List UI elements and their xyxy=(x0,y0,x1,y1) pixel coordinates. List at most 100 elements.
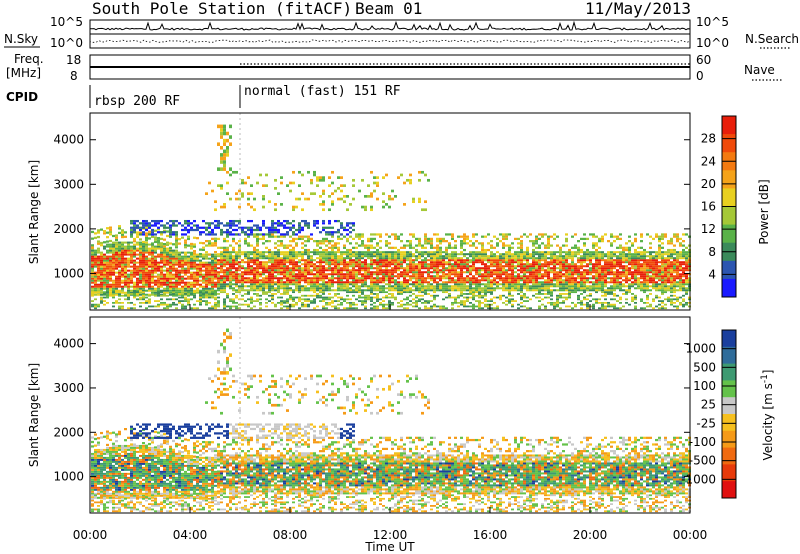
cell xyxy=(160,261,163,264)
cell xyxy=(553,269,556,272)
cell xyxy=(139,267,142,270)
cell xyxy=(112,305,115,308)
cell xyxy=(220,124,223,129)
cell xyxy=(586,279,589,282)
cell xyxy=(472,277,475,280)
cell xyxy=(520,296,523,299)
cell xyxy=(520,298,523,301)
cell xyxy=(472,305,475,308)
cell xyxy=(409,277,412,280)
cell xyxy=(190,285,193,288)
cell xyxy=(286,291,289,294)
cell xyxy=(163,249,166,252)
cell xyxy=(424,235,427,238)
cell xyxy=(412,255,415,258)
cell xyxy=(124,271,127,274)
cell xyxy=(292,233,295,236)
cell xyxy=(397,261,400,264)
cell xyxy=(349,226,352,229)
cell xyxy=(106,296,109,299)
cell xyxy=(475,277,478,280)
cell xyxy=(463,285,466,288)
cell xyxy=(301,305,304,308)
cell xyxy=(529,269,532,272)
cell xyxy=(277,285,280,288)
cell xyxy=(490,244,493,247)
cell xyxy=(451,253,454,256)
cell xyxy=(310,257,313,260)
cell xyxy=(277,267,280,270)
cell xyxy=(403,271,406,274)
cell xyxy=(424,200,427,204)
cell xyxy=(214,224,217,227)
cell xyxy=(232,219,235,223)
cell xyxy=(103,285,106,288)
cell xyxy=(382,303,385,306)
cell xyxy=(295,303,298,306)
cell xyxy=(316,305,319,308)
cell xyxy=(106,301,109,304)
cell xyxy=(379,287,382,290)
cell xyxy=(490,269,493,272)
cell xyxy=(187,244,190,247)
cell xyxy=(184,219,187,223)
cell xyxy=(535,235,538,238)
cell xyxy=(313,279,316,282)
cell xyxy=(142,271,145,274)
cell xyxy=(196,277,199,280)
cell xyxy=(550,298,553,301)
cell xyxy=(526,296,529,299)
cell xyxy=(289,181,292,185)
cell xyxy=(574,277,577,280)
cell xyxy=(520,259,523,262)
cell xyxy=(385,275,388,278)
cell xyxy=(154,224,157,227)
cell xyxy=(178,253,181,256)
cell xyxy=(382,305,385,308)
cell xyxy=(439,259,442,262)
cell xyxy=(436,281,439,284)
cell xyxy=(493,273,496,276)
cell xyxy=(448,255,451,258)
cell xyxy=(373,296,376,299)
cell xyxy=(181,291,184,294)
cell xyxy=(271,285,274,288)
cell xyxy=(124,253,127,256)
cell xyxy=(454,240,457,243)
cell xyxy=(157,275,160,278)
cell xyxy=(202,246,205,249)
cell xyxy=(151,228,154,232)
cell xyxy=(133,296,136,299)
cell xyxy=(367,251,370,254)
cell xyxy=(208,307,211,310)
cell xyxy=(463,283,466,286)
cell xyxy=(571,287,574,290)
cell xyxy=(199,275,202,278)
cell xyxy=(247,293,250,295)
cell xyxy=(553,261,556,264)
cell xyxy=(550,294,553,297)
cell xyxy=(178,255,181,258)
cell xyxy=(211,189,214,193)
cell xyxy=(223,224,226,227)
cell xyxy=(340,259,343,262)
cell xyxy=(283,305,286,308)
cell xyxy=(184,251,187,254)
cell xyxy=(301,192,304,196)
cell xyxy=(433,233,436,236)
cell xyxy=(325,296,328,299)
cell xyxy=(442,307,445,310)
cell xyxy=(151,289,154,292)
cell xyxy=(388,271,391,274)
freq-tick-lo: 8 xyxy=(70,69,78,83)
cell xyxy=(124,293,127,296)
cell xyxy=(103,271,106,274)
cell xyxy=(427,271,430,274)
cell xyxy=(586,263,589,266)
cell xyxy=(565,233,568,236)
cell xyxy=(562,273,565,276)
cell xyxy=(235,251,238,254)
cell xyxy=(433,294,436,297)
cell xyxy=(259,263,262,266)
cell xyxy=(94,251,97,254)
